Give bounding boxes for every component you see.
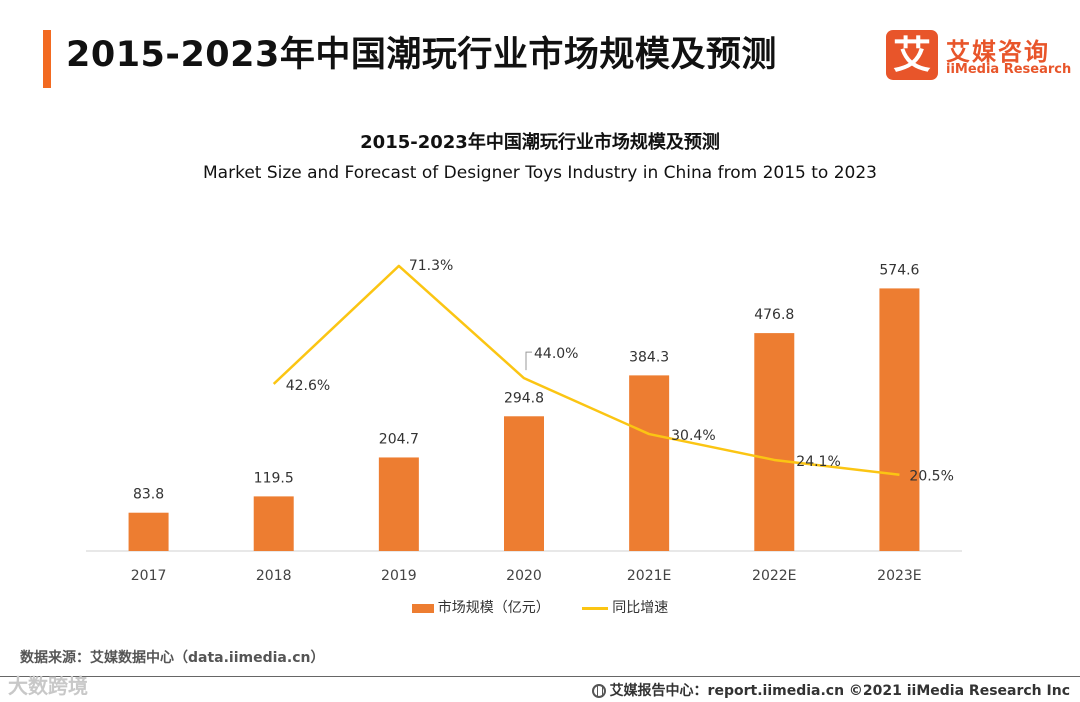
bar-2022E [754, 333, 795, 551]
legend-item-line: 同比增速 [582, 597, 668, 617]
bar-2017 [128, 512, 169, 551]
bar-label: 204.7 [379, 431, 419, 447]
chart-title: 2015-2023年中国潮玩行业市场规模及预测 [360, 132, 720, 153]
iimedia-logo: 艾 艾媒咨询 iiMedia Research [886, 30, 1071, 80]
legend-label-line: 同比增速 [612, 600, 669, 616]
footer-divider [0, 676, 1080, 677]
data-source: 数据来源：艾媒数据中心（data.iimedia.cn） [20, 650, 325, 666]
x-tick-label: 2017 [131, 568, 167, 584]
watermark: 大数跨境 [8, 674, 88, 698]
bar-2019 [378, 457, 419, 551]
x-tick-label: 2020 [506, 568, 542, 584]
bar-2023E [879, 288, 920, 551]
line-label: 20.5% [909, 469, 953, 485]
bar-label: 83.8 [133, 487, 164, 503]
page-title: 2015-2023年中国潮玩行业市场规模及预测 [66, 35, 777, 75]
legend-item-bar: 市场规模（亿元） [411, 597, 550, 617]
legend-swatch-bar [411, 603, 434, 613]
bar-2020 [504, 416, 544, 551]
logo-name-en: iiMedia Research [946, 62, 1072, 77]
line-label: 44.0% [534, 346, 578, 362]
x-tick-label: 2023E [877, 568, 921, 584]
footer-report-text: 艾媒报告中心：report.iimedia.cn ©2021 iiMedia R… [609, 683, 1070, 699]
chart-legend: 市场规模（亿元） 同比增速 [0, 597, 1080, 617]
x-tick-label: 2018 [256, 568, 292, 584]
title-accent-bar [43, 30, 51, 88]
legend-label-bar: 市场规模（亿元） [437, 600, 550, 616]
legend-swatch-line [582, 606, 609, 610]
bar-2021E [629, 375, 670, 551]
logo-name-cn: 艾媒咨询 [946, 38, 1050, 66]
line-label: 30.4% [671, 428, 715, 444]
globe-icon [591, 684, 606, 698]
bar-label: 574.6 [879, 262, 919, 278]
x-tick-label: 2021E [627, 568, 671, 584]
bar-label: 119.5 [254, 470, 294, 486]
line-label: 71.3% [409, 258, 453, 274]
bar-label: 384.3 [629, 349, 669, 365]
line-label: 24.1% [796, 454, 840, 470]
line-label-leader [525, 351, 532, 371]
x-tick-label: 2019 [381, 568, 417, 584]
logo-mark-icon: 艾 [886, 30, 938, 80]
bar-2018 [253, 496, 294, 551]
growth-line [272, 264, 900, 476]
bar-label: 294.8 [504, 390, 544, 406]
bar-label: 476.8 [754, 307, 794, 323]
line-label: 42.6% [286, 378, 330, 394]
x-tick-label: 2022E [752, 568, 796, 584]
chart-subtitle: Market Size and Forecast of Designer Toy… [203, 163, 877, 183]
footer-report-info: 艾媒报告中心：report.iimedia.cn ©2021 iiMedia R… [591, 680, 1070, 700]
